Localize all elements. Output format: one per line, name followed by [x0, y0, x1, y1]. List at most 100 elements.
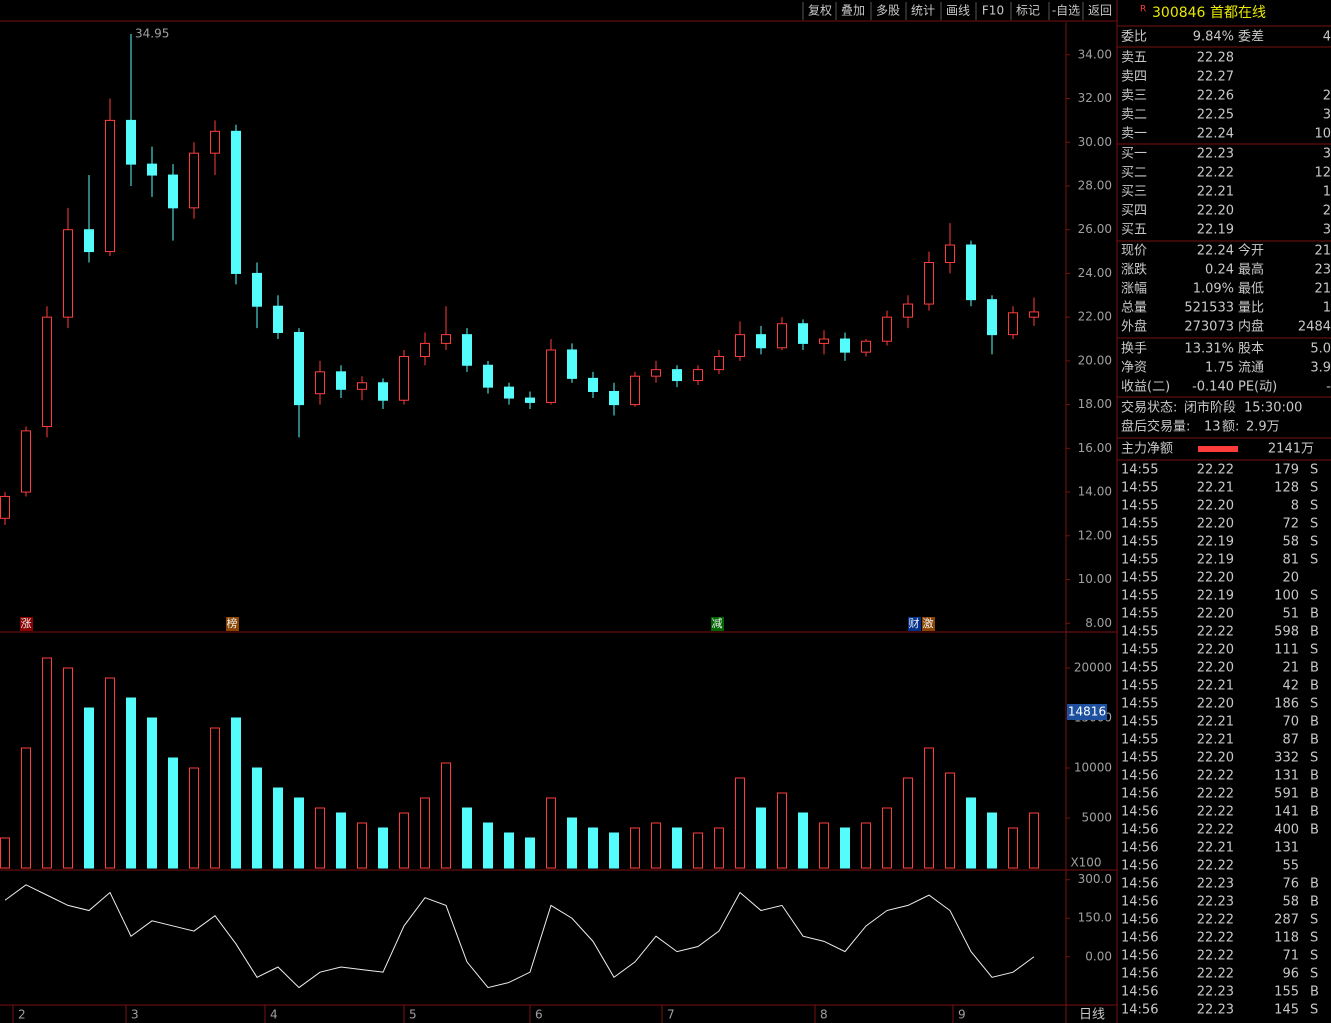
candle-body — [420, 342, 430, 358]
quote-field: 买二 — [1121, 166, 1147, 181]
quote-field: 量比 — [1238, 301, 1264, 316]
volume-bar — [210, 727, 220, 869]
month-label: 9 — [958, 1008, 966, 1022]
quote-field: 10 — [1314, 127, 1331, 142]
event-marker-bg — [20, 617, 33, 631]
quote-field: 最高 — [1238, 262, 1264, 278]
tick-price: 22.22 — [1197, 625, 1234, 640]
quote-field: 流通 — [1238, 361, 1264, 376]
toolbar-button[interactable]: 多股 — [876, 4, 900, 18]
volume-bar — [21, 747, 31, 869]
volume-bar — [231, 717, 241, 869]
tick-side: S — [1310, 1003, 1318, 1018]
volume-bar — [882, 807, 892, 869]
quote-field: 1.09% — [1193, 282, 1234, 297]
tick-price: 22.23 — [1197, 1003, 1234, 1018]
name: 首都在线 — [1210, 5, 1266, 21]
volume-bar — [315, 807, 325, 869]
code: 300846 — [1152, 5, 1206, 21]
volume-bar — [714, 827, 724, 869]
y-tick-label: 8.00 — [1085, 616, 1112, 630]
quote-field: 3.9 — [1310, 361, 1331, 376]
tick-side: S — [1310, 643, 1318, 658]
quote-field: 1 — [1323, 301, 1331, 316]
quote-field: 22.25 — [1197, 108, 1234, 123]
candle-body — [105, 119, 115, 253]
tick-time: 14:56 — [1121, 931, 1158, 946]
candle-body — [231, 130, 241, 274]
quote-field: -0.140 — [1192, 380, 1234, 395]
volume-bar — [819, 822, 829, 869]
tick-price: 22.21 — [1197, 481, 1234, 496]
tick-side: B — [1310, 985, 1319, 1000]
volume-bar — [63, 667, 73, 869]
quote-field: 0.24 — [1205, 263, 1234, 278]
quote-field: 2 — [1323, 204, 1331, 219]
tick-side: S — [1310, 697, 1318, 712]
o-tick-label: 300.0 — [1078, 872, 1112, 886]
candle-body — [252, 272, 262, 307]
tick-volume: 87 — [1282, 733, 1299, 748]
period[interactable]: 日线 — [1079, 1008, 1105, 1023]
volume-bar — [798, 812, 808, 869]
volume-unit: X100 — [1070, 856, 1101, 870]
tick-volume: 76 — [1282, 877, 1299, 892]
volume-bar — [1008, 827, 1018, 869]
candle-body — [42, 316, 52, 427]
candle-body — [84, 229, 94, 253]
toolbar-button[interactable]: 复权 — [808, 4, 832, 18]
quote-field: 买四 — [1121, 204, 1147, 219]
volume-bar — [0, 837, 10, 869]
tick-time: 14:55 — [1121, 733, 1158, 748]
toolbar-button[interactable]: -自选 — [1052, 4, 1080, 18]
candle-body — [966, 244, 976, 301]
tick-time: 14:56 — [1121, 769, 1158, 784]
tick-side: B — [1310, 607, 1319, 622]
o-tick-label: 150.0 — [1078, 911, 1112, 925]
tick-time: 14:55 — [1121, 697, 1158, 712]
volume-bar — [336, 812, 346, 869]
tick-time: 14:55 — [1121, 661, 1158, 676]
y-tick-label: 16.00 — [1078, 441, 1112, 455]
tick-side: S — [1310, 967, 1318, 982]
quote-field: 21 — [1314, 244, 1331, 259]
candle-body — [777, 323, 787, 349]
volume-bar — [105, 677, 115, 869]
toolbar-button[interactable]: 统计 — [911, 4, 935, 18]
toolbar-button[interactable]: 返回 — [1088, 4, 1112, 18]
volume-bar — [168, 757, 178, 869]
tick-volume: 118 — [1274, 931, 1299, 946]
candle-body — [504, 386, 514, 399]
event-marker-bg — [922, 617, 935, 631]
volume-bar — [609, 832, 619, 869]
quote-field: 22.26 — [1197, 89, 1234, 104]
tick-price: 22.20 — [1197, 643, 1234, 658]
toolbar-button[interactable]: 标记 — [1016, 4, 1040, 18]
candle-body — [672, 369, 682, 382]
tick-volume: 21 — [1282, 661, 1299, 676]
tick-time: 14:56 — [1121, 913, 1158, 928]
quote-field: 273073 — [1184, 320, 1234, 335]
tick-time: 14:55 — [1121, 571, 1158, 586]
quote-field: 22.21 — [1197, 185, 1234, 200]
quote-field: 3 — [1323, 223, 1331, 238]
candle-body — [273, 305, 283, 333]
quote-field: 2 — [1323, 89, 1331, 104]
tick-volume: 598 — [1274, 625, 1299, 640]
tick-time: 14:55 — [1121, 463, 1158, 478]
quote-field: 委比 — [1121, 30, 1147, 45]
candle-body — [903, 303, 913, 318]
volume-bar — [189, 767, 199, 869]
tick-time: 14:56 — [1121, 823, 1158, 838]
volume-bar — [987, 812, 997, 869]
volume-bar — [420, 797, 430, 869]
toolbar-button[interactable]: 叠加 — [841, 4, 865, 18]
tick-price: 22.20 — [1197, 517, 1234, 532]
tick-side: B — [1310, 679, 1319, 694]
candle-body — [819, 338, 829, 344]
tick-side: B — [1310, 805, 1319, 820]
toolbar-button[interactable]: 画线 — [946, 4, 970, 18]
toolbar-button[interactable]: F10 — [982, 4, 1004, 18]
y-tick-label: 28.00 — [1078, 178, 1112, 192]
